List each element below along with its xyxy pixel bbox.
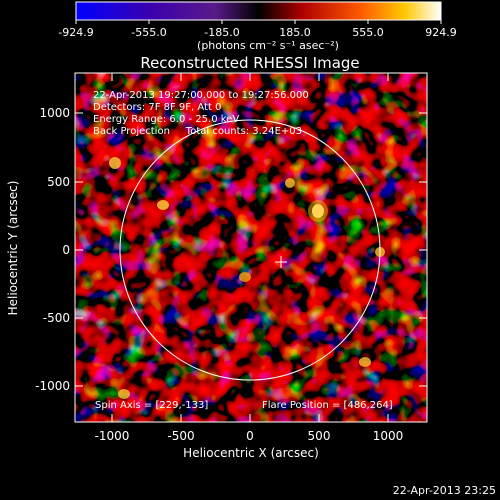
info-line: Back Projection Total counts: 3.24E+03	[93, 126, 302, 137]
axis-ticks	[75, 73, 427, 422]
colorbar-gradient	[75, 1, 442, 21]
info-line: 22-Apr-2013 19:27:00.000 to 19:27:56.000	[93, 90, 309, 101]
y-tick-label: -1000	[35, 379, 70, 393]
colorbar-tick: -555.0	[131, 26, 166, 39]
info-block: 22-Apr-2013 19:27:00.000 to 19:27:56.000…	[93, 90, 309, 137]
image-panel	[75, 73, 427, 422]
x-tick-label: 1000	[373, 429, 404, 443]
colorbar-units: (photons cm⁻² s⁻¹ asec⁻²)	[197, 39, 339, 52]
x-tick-label: -1000	[95, 429, 130, 443]
y-axis-label: Heliocentric Y (arcsec)	[6, 181, 20, 316]
image-title: Reconstructed RHESSI Image	[140, 54, 359, 72]
x-tick-label: -500	[167, 429, 194, 443]
x-tick-label: 0	[246, 429, 254, 443]
info-line: Detectors: 7F 8F 9F, Att 0	[93, 102, 221, 113]
colorbar-tick: 555.0	[352, 26, 384, 39]
flare-position-label: Flare Position = [486,264]	[262, 400, 393, 411]
x-axis-label: Heliocentric X (arcsec)	[183, 446, 319, 460]
colorbar-tick: 185.0	[279, 26, 311, 39]
y-tick-label: 1000	[39, 106, 70, 120]
y-tick-label: 0	[62, 243, 70, 257]
x-tick-label: 500	[308, 429, 331, 443]
plot-frame	[74, 72, 428, 423]
y-tick-label: -500	[43, 311, 70, 325]
bright-sources	[109, 157, 385, 399]
spin-axis-label: Spin Axis = [229,-133]	[95, 400, 208, 411]
colorbar-tick: 924.9	[425, 26, 457, 39]
footer-timestamp: 22-Apr-2013 23:25	[393, 484, 496, 497]
colorbar-tick: -924.9	[58, 26, 93, 39]
colorbar: -924.9 -555.0 -185.0 185.0 555.0 924.9 (…	[58, 1, 457, 52]
info-line: Energy Range: 6.0 - 25.0 keV	[93, 114, 239, 125]
spin-axis-marker	[275, 256, 287, 268]
solar-limb-circle	[119, 119, 381, 381]
colorbar-tick: -185.0	[204, 26, 239, 39]
y-tick-label: 500	[47, 175, 70, 189]
